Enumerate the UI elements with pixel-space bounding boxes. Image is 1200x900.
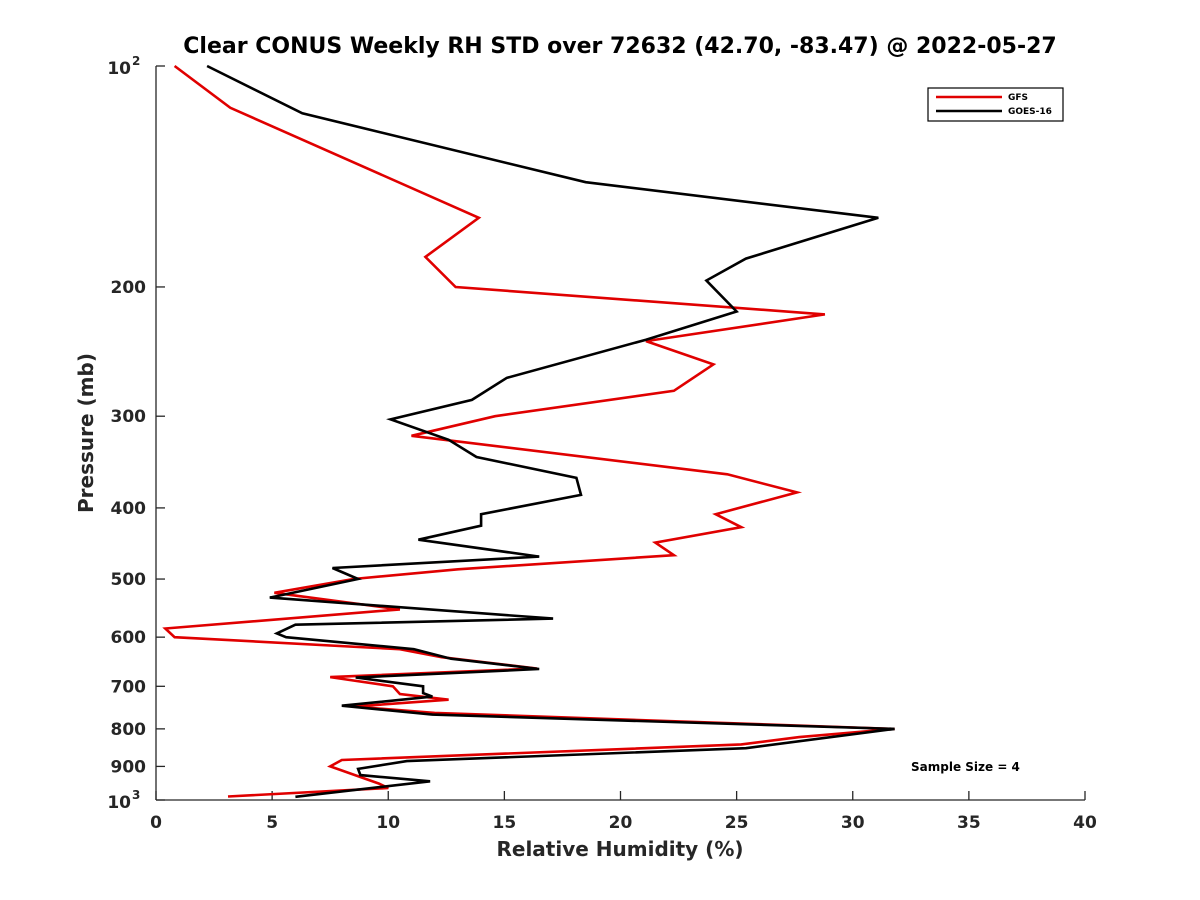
x-tick-label: 25: [725, 813, 749, 833]
legend-label-gfs: GFS: [1008, 93, 1028, 103]
x-tick-label: 30: [841, 813, 865, 833]
y-tick-label-base: 10: [107, 59, 131, 79]
x-tick-label: 0: [150, 813, 162, 833]
y-tick-label: 400: [111, 499, 147, 519]
y-tick-label: 500: [111, 570, 147, 590]
y-tick-label: 600: [111, 628, 147, 648]
y-tick-label: 700: [111, 677, 147, 697]
chart-title: Clear CONUS Weekly RH STD over 72632 (42…: [183, 34, 1056, 59]
y-tick-label: 900: [111, 757, 147, 777]
x-tick-label: 5: [266, 813, 278, 833]
x-tick-label: 20: [609, 813, 633, 833]
y-tick-label: 200: [111, 278, 147, 298]
series-layer: [162, 64, 895, 799]
series-line-gfs: [162, 64, 895, 798]
y-tick-label: 800: [111, 720, 147, 740]
legend-box: [927, 87, 1064, 122]
x-tick-label: 35: [957, 813, 981, 833]
series-line-goes-16: [206, 64, 895, 799]
x-axis-label: Relative Humidity (%): [496, 837, 743, 861]
x-tick-label: 15: [493, 813, 517, 833]
y-axis-label: Pressure (mb): [74, 353, 98, 513]
legend: GFS GOES-16: [927, 87, 1064, 122]
sample-size-annotation: Sample Size = 4: [911, 760, 1020, 774]
y-tick-label-exponent: 3: [132, 788, 140, 802]
x-tick-label: 10: [376, 813, 400, 833]
x-tick-label: 40: [1073, 813, 1097, 833]
y-tick-label-base: 10: [107, 793, 131, 813]
y-tick-label: 300: [111, 407, 147, 427]
y-tick-label-exponent: 2: [132, 54, 140, 68]
legend-label-goes-16: GOES-16: [1008, 107, 1052, 117]
